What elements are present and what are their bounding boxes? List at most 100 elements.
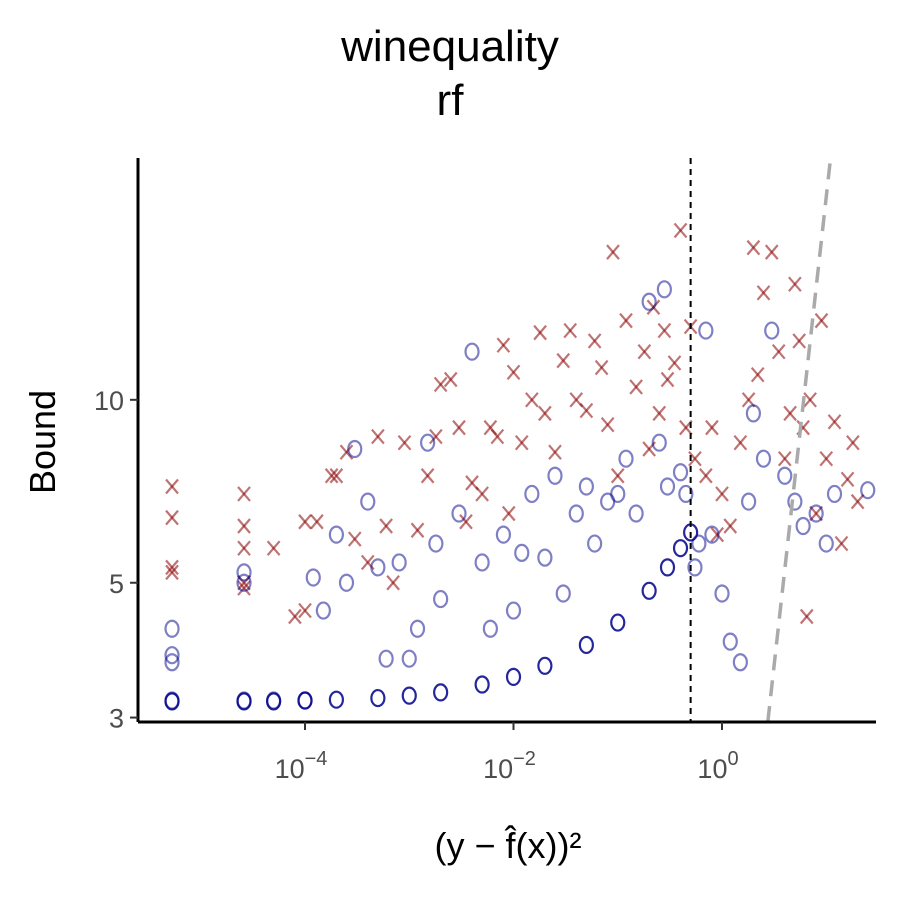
o-point [714, 584, 730, 603]
x-stroke [715, 486, 729, 502]
x-point [410, 522, 425, 538]
x-stroke [310, 514, 324, 530]
x-point [288, 608, 302, 625]
bound-curve-point [474, 675, 490, 694]
x-stroke [587, 333, 602, 349]
x-axis-label: (y − f̂(x))² [435, 824, 582, 866]
x-point [533, 324, 547, 341]
x-point [548, 444, 562, 460]
x-point [266, 540, 281, 556]
x-stroke [339, 444, 354, 460]
bound-curve-point [672, 539, 689, 558]
x-point [165, 564, 179, 581]
x-stroke [771, 343, 786, 360]
x-stroke [420, 468, 435, 484]
x-point [310, 514, 324, 530]
x-stroke [764, 244, 779, 260]
x-stroke [723, 518, 738, 534]
o-point [236, 573, 252, 592]
x-tick-label: 10−2 [483, 748, 536, 784]
chart-title: winequality [341, 22, 559, 71]
x-stroke [792, 333, 807, 349]
x-stroke [429, 428, 443, 445]
o-point [433, 589, 449, 609]
x-point [237, 540, 251, 556]
x-point [501, 505, 516, 522]
x-stroke [637, 343, 652, 360]
x-point [514, 434, 529, 451]
x-stroke [410, 522, 425, 538]
o-point [164, 619, 180, 638]
x-point [429, 428, 443, 445]
x-point [799, 608, 814, 625]
o-point [787, 492, 803, 511]
bound-curve-point [266, 692, 282, 711]
o-point [164, 646, 180, 665]
x-stroke [667, 355, 682, 371]
x-point [347, 531, 362, 547]
o-point [808, 504, 824, 523]
o-point [651, 433, 667, 452]
x-point [788, 276, 802, 292]
x-point [556, 352, 571, 369]
x-stroke [814, 312, 829, 329]
x-stroke [379, 518, 393, 534]
x-stroke [496, 337, 511, 353]
o-point [777, 466, 793, 485]
x-point [496, 337, 511, 353]
o-point [360, 492, 376, 511]
o-point [698, 321, 714, 340]
x-stroke [329, 468, 344, 484]
o-point [678, 484, 694, 504]
x-point [165, 559, 179, 576]
x-stroke [652, 405, 667, 422]
bound-curve-point [537, 656, 553, 675]
x-point [165, 478, 179, 495]
o-point [474, 553, 490, 572]
o-point [578, 477, 594, 496]
x-stroke [347, 531, 362, 547]
x-stroke [594, 359, 609, 376]
y-tick-label: 5 [109, 569, 124, 599]
x-point [846, 434, 860, 451]
x-stroke [783, 405, 797, 422]
x-stroke [452, 419, 466, 436]
x-stroke [846, 434, 860, 451]
x-point [792, 333, 807, 349]
x-point [475, 486, 489, 502]
x-stroke [298, 514, 312, 530]
o-point [482, 619, 498, 638]
x-stroke [433, 376, 448, 393]
x-point [165, 509, 179, 526]
bound-curve-point [659, 558, 676, 577]
x-stroke [827, 414, 842, 430]
x-stroke [237, 486, 251, 502]
o-point [818, 534, 834, 553]
o-point [704, 525, 720, 544]
x-stroke [266, 540, 281, 556]
o-point [618, 449, 634, 468]
x-stroke [834, 535, 849, 552]
x-stroke [483, 419, 498, 436]
x-point [298, 514, 312, 530]
o-point [495, 525, 512, 544]
x-stroke [610, 468, 625, 484]
x-stroke [660, 371, 675, 388]
x-point [834, 535, 849, 552]
plot-area [164, 222, 876, 711]
o-point [628, 504, 644, 523]
bound-curve-point [505, 667, 522, 686]
o-point [672, 463, 689, 482]
x-stroke [803, 392, 817, 408]
axes: 3 5 10 10−4 10−2 100 [94, 157, 876, 784]
x-stroke [165, 478, 179, 495]
x-point [329, 468, 344, 484]
x-point [746, 239, 761, 256]
x-stroke [501, 505, 516, 522]
o-point [420, 433, 436, 452]
x-stroke [360, 554, 375, 571]
o-point [755, 449, 772, 468]
x-stroke [237, 540, 251, 556]
o-point [732, 653, 748, 672]
